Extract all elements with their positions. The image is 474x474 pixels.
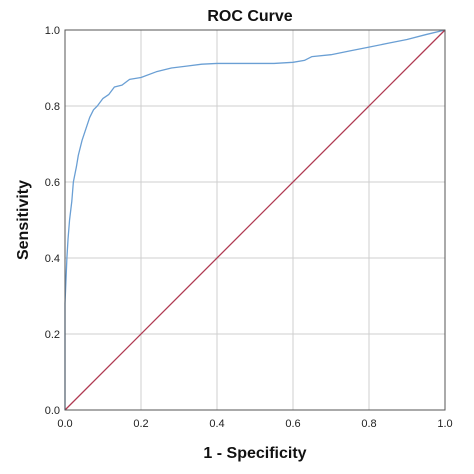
roc-curve-line <box>64 29 446 410</box>
y-tick-label: 1.0 <box>45 25 60 37</box>
y-axis-title: Sensitivity <box>15 180 32 260</box>
x-tick-label: 1.0 <box>437 418 452 430</box>
x-tick-label: 0.2 <box>133 418 148 430</box>
x-tick-labels: 0.0 0.2 0.4 0.6 0.8 1.0 <box>57 418 452 430</box>
y-tick-label: 0.4 <box>45 253 60 265</box>
y-tick-labels: 0.0 0.2 0.4 0.6 0.8 1.0 <box>45 25 60 417</box>
y-tick-label: 0.6 <box>45 177 60 189</box>
chart-title: ROC Curve <box>207 8 292 25</box>
x-axis-title: 1 - Specificity <box>203 445 306 462</box>
series-layer <box>64 29 446 411</box>
x-tick-label: 0.6 <box>285 418 300 430</box>
y-tick-label: 0.0 <box>45 405 60 417</box>
x-tick-label: 0.0 <box>57 418 72 430</box>
plot-frame <box>64 29 446 411</box>
y-tick-label: 0.8 <box>45 101 60 113</box>
reference-line <box>64 29 446 411</box>
y-tick-label: 0.2 <box>45 329 60 341</box>
x-tick-label: 0.4 <box>209 418 224 430</box>
x-tick-label: 0.8 <box>361 418 376 430</box>
